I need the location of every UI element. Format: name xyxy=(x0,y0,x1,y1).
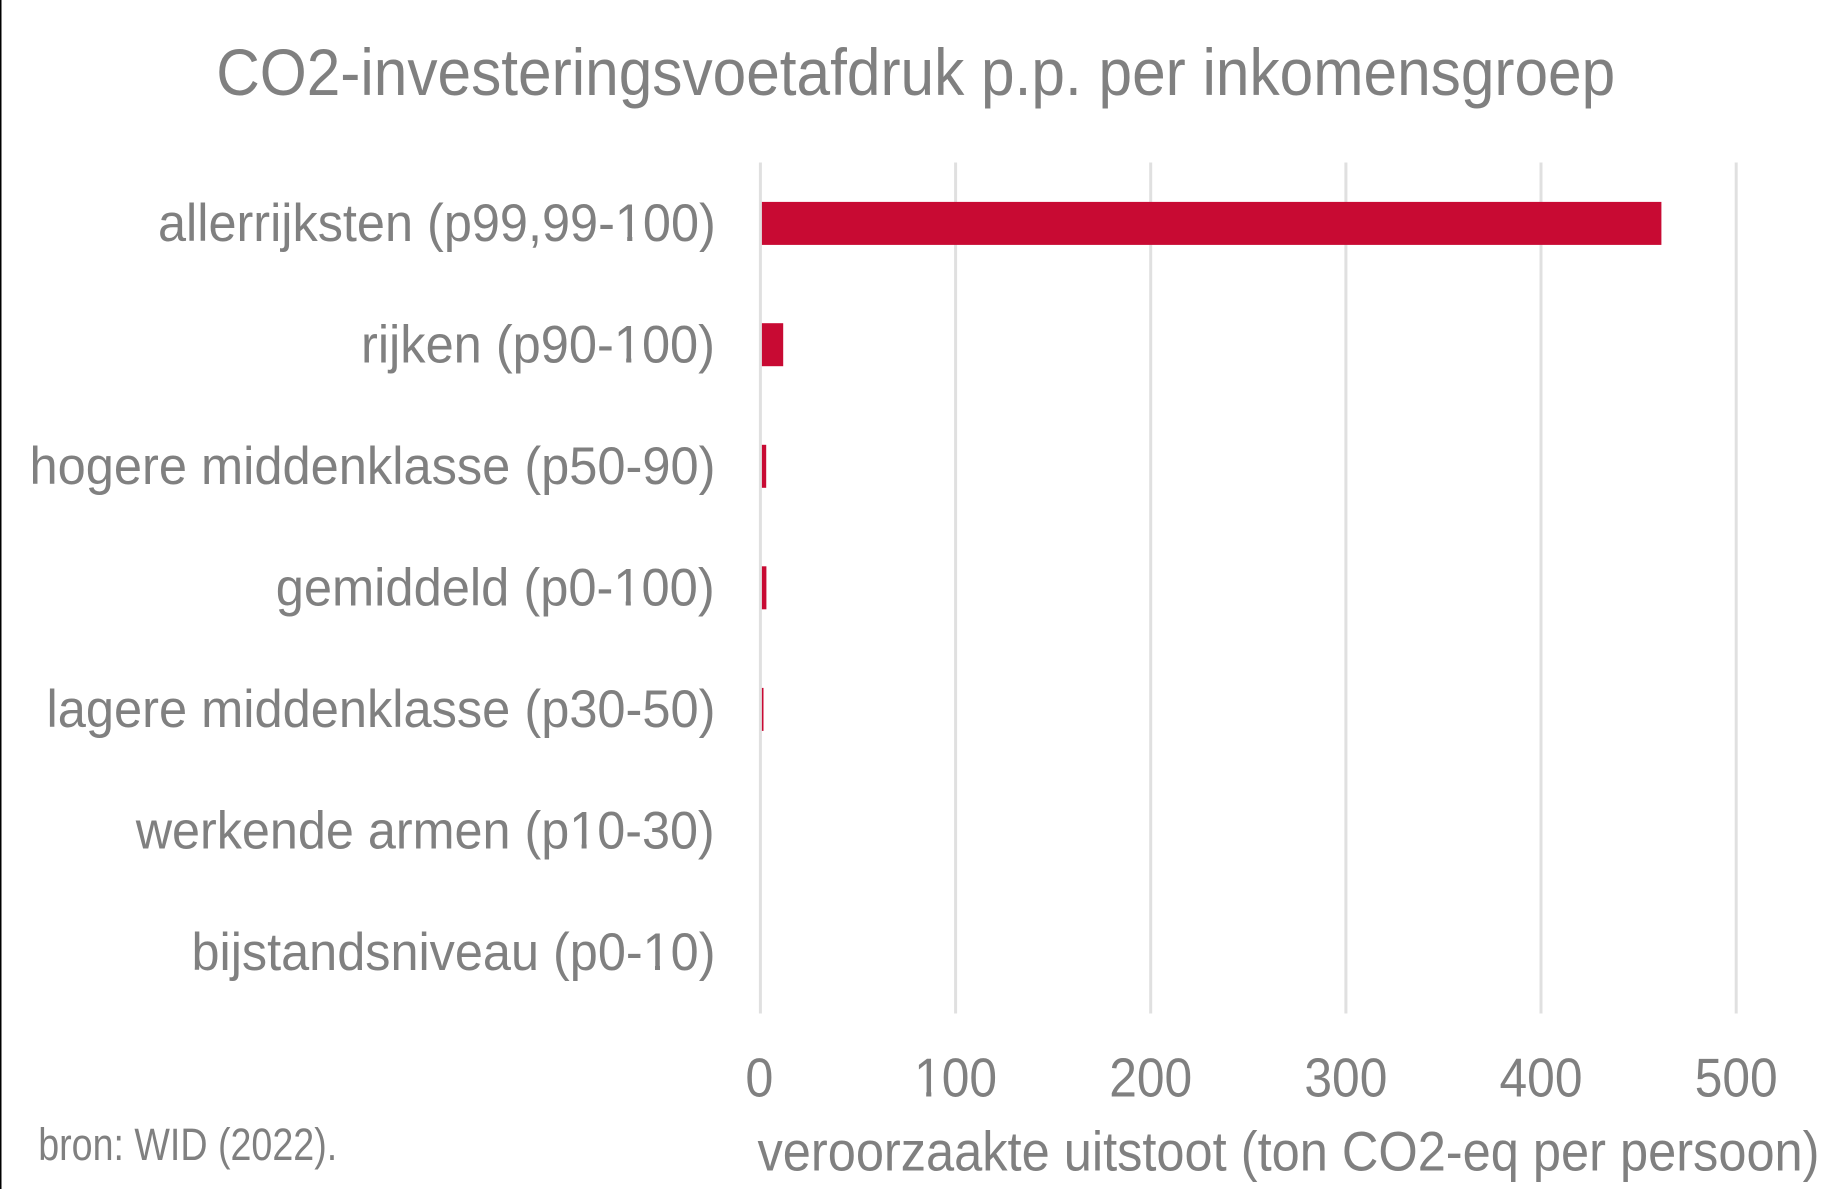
svg-text:werkende armen (p10-30): werkende armen (p10-30) xyxy=(135,802,715,861)
svg-text:bron: WID (2022).: bron: WID (2022). xyxy=(38,1119,337,1170)
svg-text:hogere middenklasse (p50-90): hogere middenklasse (p50-90) xyxy=(30,437,716,496)
svg-text:allerrijksten (p99,99-100): allerrijksten (p99,99-100) xyxy=(158,194,716,253)
svg-text:0: 0 xyxy=(745,1047,773,1109)
svg-text:400: 400 xyxy=(1500,1047,1583,1109)
svg-text:100: 100 xyxy=(914,1047,997,1109)
svg-text:veroorzaakte uitstoot (ton CO2: veroorzaakte uitstoot (ton CO2-eq per pe… xyxy=(758,1120,1820,1183)
svg-text:bijstandsniveau (p0-10): bijstandsniveau (p0-10) xyxy=(192,923,716,982)
svg-text:300: 300 xyxy=(1304,1047,1387,1109)
svg-text:CO2-investeringsvoetafdruk p.p: CO2-investeringsvoetafdruk p.p. per inko… xyxy=(216,35,1615,109)
svg-text:rijken (p90-100): rijken (p90-100) xyxy=(361,315,715,374)
svg-text:200: 200 xyxy=(1109,1047,1192,1109)
svg-text:500: 500 xyxy=(1695,1047,1778,1109)
svg-text:gemiddeld (p0-100): gemiddeld (p0-100) xyxy=(276,559,715,618)
svg-text:lagere middenklasse (p30-50): lagere middenklasse (p30-50) xyxy=(47,680,716,739)
